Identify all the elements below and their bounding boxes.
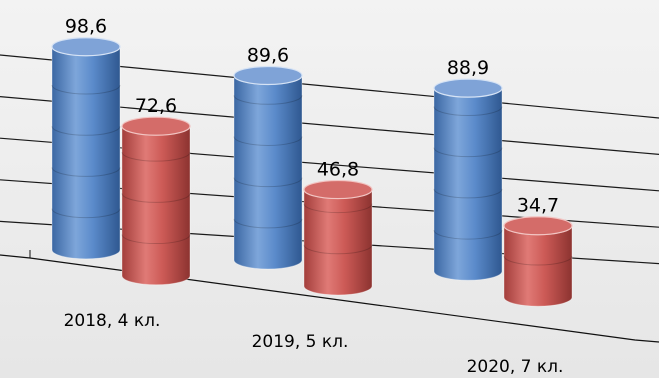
bar-top-series1-3 [433, 78, 503, 98]
data-label-series2-2: 46,8 [317, 159, 359, 181]
data-label-series2-1: 72,6 [135, 95, 177, 117]
bar-top-series2-2 [303, 179, 373, 200]
bar-top-series1-2 [233, 65, 303, 86]
bar-series2-3 [503, 225, 573, 307]
bar-band [233, 136, 303, 146]
bar-band [503, 255, 573, 266]
bar-top-series2-1 [121, 116, 191, 136]
data-label-series1-3: 88,9 [447, 57, 489, 79]
bar-band [433, 147, 503, 158]
bar-series2-2 [303, 189, 373, 296]
bar-series1-3 [433, 88, 503, 281]
bar-band [303, 203, 373, 214]
bar-band [433, 229, 503, 240]
bar-band [121, 234, 191, 245]
category-label-1: 2018, 4 кл. [64, 311, 161, 331]
bar-band [51, 126, 121, 136]
bar-band [121, 152, 191, 162]
floor-front-edge [0, 254, 659, 343]
bar-band [433, 188, 503, 199]
bar-band [233, 95, 303, 105]
bar-series1-1 [51, 46, 121, 260]
bar-band [433, 106, 503, 116]
bar-band [51, 84, 121, 95]
bar-top-series2-3 [503, 216, 573, 236]
category-label-3: 2020, 7 кл. [467, 357, 564, 377]
data-label-series1-1: 98,6 [65, 16, 107, 38]
category-label-2: 2019, 5 кл. [252, 332, 349, 352]
labels: 98,6 72,6 89,6 46,8 88,9 34,7 2018, 4 кл. 2019,… [64, 16, 564, 377]
bar-band [51, 167, 121, 177]
bar-band [233, 177, 303, 188]
bar-band [233, 218, 303, 229]
bar-top-series1-1 [51, 37, 121, 57]
data-label-series2-3: 34,7 [517, 195, 559, 217]
bars [51, 37, 573, 307]
data-label-series1-2: 89,6 [247, 44, 289, 66]
bar-band [121, 193, 191, 203]
chart-floor [0, 250, 659, 343]
bar-band [51, 208, 121, 219]
bar-series2-1 [121, 126, 191, 286]
bar-band [303, 244, 373, 255]
